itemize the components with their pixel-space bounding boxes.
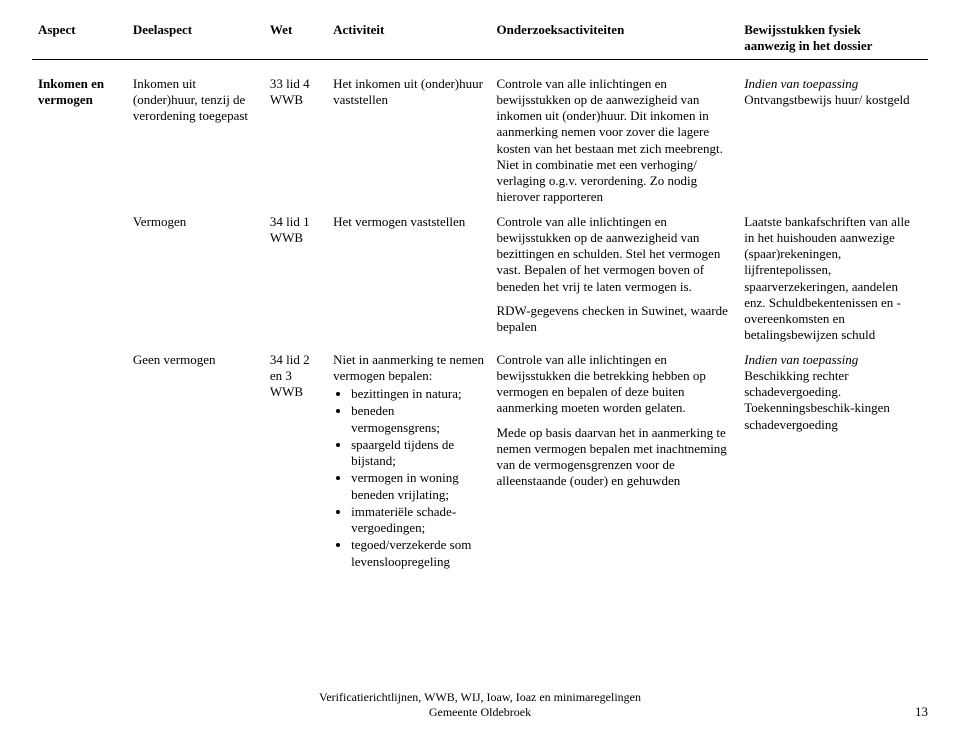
footer-line1: Verificatierichtlijnen, WWB, WIJ, Ioaw, … xyxy=(319,690,641,704)
bewijs-text: Beschikking rechter schadevergoeding. To… xyxy=(744,368,890,432)
wet-cell: 34 lid 2 en 3 WWB xyxy=(264,348,327,575)
activiteit-cell: Het vermogen vaststellen xyxy=(327,210,490,348)
col-deelaspect: Deelaspect xyxy=(127,18,264,59)
col-bewijs-line1: Bewijsstukken fysiek xyxy=(744,22,861,37)
table-header-row: Aspect Deelaspect Wet Activiteit Onderzo… xyxy=(32,18,928,59)
wet-cell: 34 lid 1 WWB xyxy=(264,210,327,348)
onderzoek-p2: Mede op basis daarvan het in aanmerking … xyxy=(497,425,733,490)
header-spacer xyxy=(32,59,928,72)
bewijs-italic: Indien van toepassing xyxy=(744,352,858,367)
bewijs-text: Ontvangstbewijs huur/ kostgeld xyxy=(744,92,909,107)
activiteit-cell: Niet in aanmerking te nemen vermogen bep… xyxy=(327,348,490,575)
list-item: spaargeld tijdens de bijstand; xyxy=(351,437,484,470)
main-table: Aspect Deelaspect Wet Activiteit Onderzo… xyxy=(32,18,928,575)
onderzoek-p1: Controle van alle inlichtingen en bewijs… xyxy=(497,214,733,295)
col-wet: Wet xyxy=(264,18,327,59)
footer-line2: Gemeente Oldebroek xyxy=(429,705,531,719)
bewijs-cell: Indien van toepassing Beschikking rechte… xyxy=(738,348,928,575)
deelaspect-cell: Vermogen xyxy=(127,210,264,348)
page-number: 13 xyxy=(915,704,928,720)
onderzoek-p2: RDW-gegevens checken in Suwinet, waarde … xyxy=(497,303,733,336)
list-item: tegoed/verzekerde som levensloopregeling xyxy=(351,537,484,570)
onderzoek-cell: Controle van alle inlichtingen en bewijs… xyxy=(491,72,739,210)
col-aspect: Aspect xyxy=(32,18,127,59)
col-bewijs: Bewijsstukken fysiek aanwezig in het dos… xyxy=(738,18,928,59)
list-item: immateriële schade-vergoedingen; xyxy=(351,504,484,537)
bewijs-cell: Laatste bankafschriften van alle in het … xyxy=(738,210,928,348)
onderzoek-cell: Controle van alle inlichtingen en bewijs… xyxy=(491,210,739,348)
col-activiteit: Activiteit xyxy=(327,18,490,59)
activiteit-lead: Niet in aanmerking te nemen vermogen bep… xyxy=(333,352,484,383)
deelaspect-cell: Inkomen uit (onder)huur, tenzij de veror… xyxy=(127,72,264,210)
activiteit-cell: Het inkomen uit (onder)huur vaststellen xyxy=(327,72,490,210)
col-bewijs-line2: aanwezig in het dossier xyxy=(744,38,872,53)
col-onderzoek: Onderzoeksactiviteiten xyxy=(491,18,739,59)
list-item: vermogen in woning beneden vrijlating; xyxy=(351,470,484,503)
deelaspect-cell: Geen vermogen xyxy=(127,348,264,575)
bewijs-cell: Indien van toepassing Ontvangstbewijs hu… xyxy=(738,72,928,210)
table-row: Geen vermogen 34 lid 2 en 3 WWB Niet in … xyxy=(32,348,928,575)
aspect-cell: Inkomen en vermogen xyxy=(32,72,127,575)
onderzoek-cell: Controle van alle inlichtingen en bewijs… xyxy=(491,348,739,575)
table-row: Vermogen 34 lid 1 WWB Het vermogen vasts… xyxy=(32,210,928,348)
activiteit-list: bezittingen in natura; beneden vermogens… xyxy=(333,386,484,570)
onderzoek-p1: Controle van alle inlichtingen en bewijs… xyxy=(497,352,733,417)
bewijs-italic: Indien van toepassing xyxy=(744,76,858,91)
list-item: bezittingen in natura; xyxy=(351,386,484,402)
wet-cell: 33 lid 4 WWB xyxy=(264,72,327,210)
table-row: Inkomen en vermogen Inkomen uit (onder)h… xyxy=(32,72,928,210)
page: Aspect Deelaspect Wet Activiteit Onderzo… xyxy=(0,0,960,734)
list-item: beneden vermogensgrens; xyxy=(351,403,484,436)
page-footer: Verificatierichtlijnen, WWB, WIJ, Ioaw, … xyxy=(0,690,960,720)
